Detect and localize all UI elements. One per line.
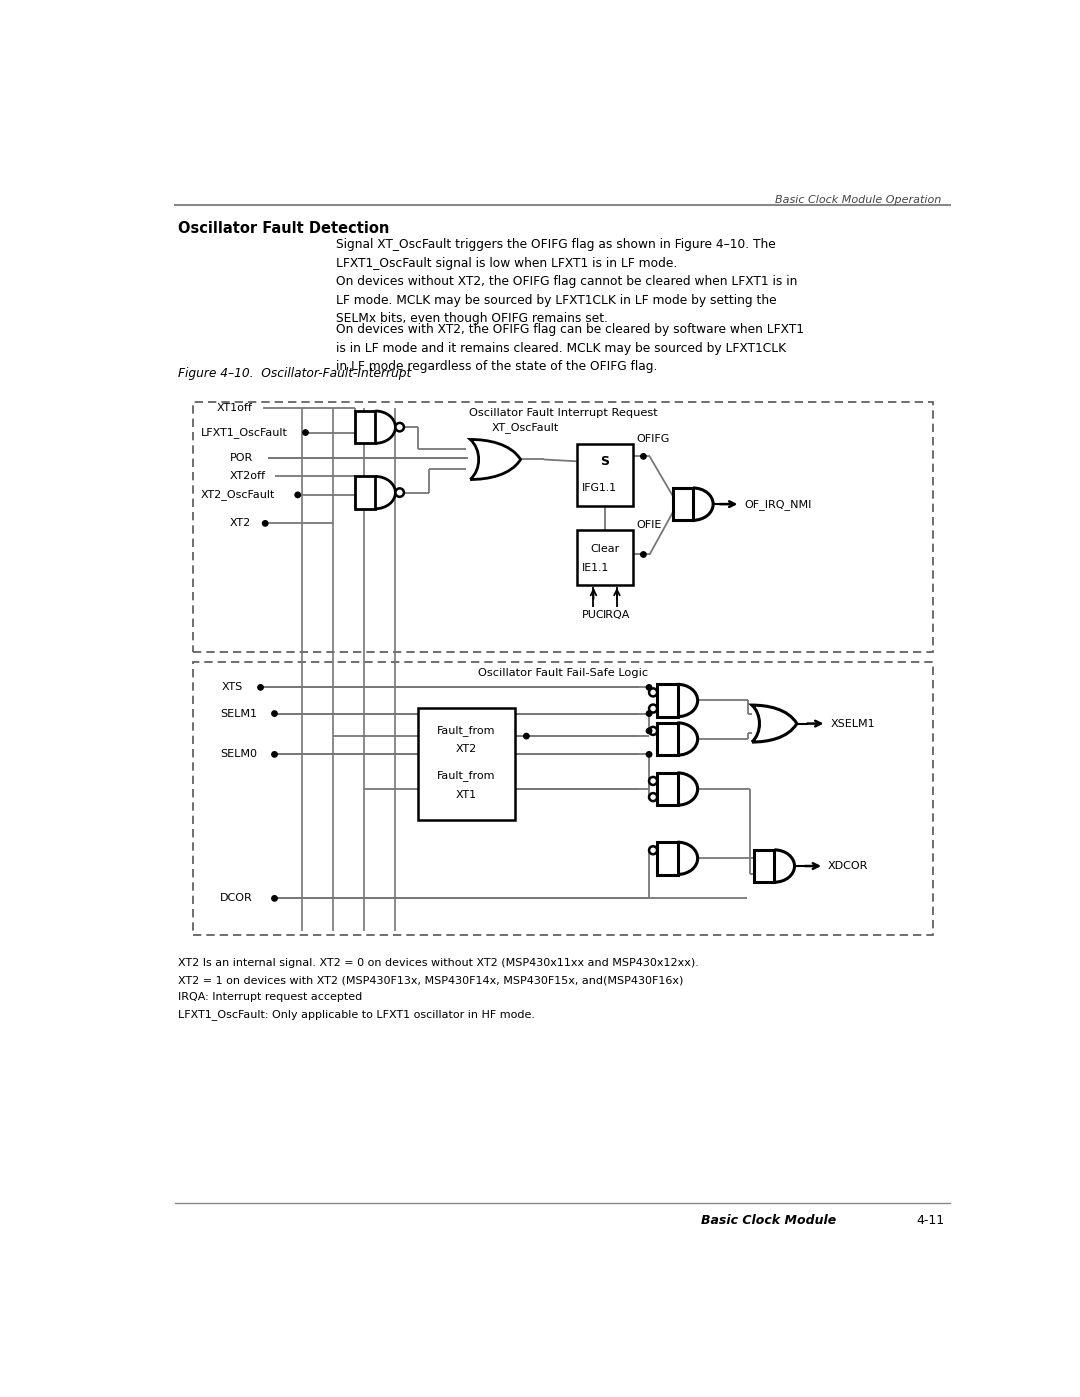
- Text: LFXT1_OscFault: LFXT1_OscFault: [201, 427, 287, 439]
- Text: OF_IRQ_NMI: OF_IRQ_NMI: [744, 499, 811, 510]
- Text: IFG1.1: IFG1.1: [581, 483, 617, 493]
- Circle shape: [649, 793, 657, 800]
- Circle shape: [649, 777, 657, 785]
- Bar: [577, 444, 633, 506]
- Circle shape: [262, 521, 268, 527]
- Text: Basic Clock Module: Basic Clock Module: [701, 1214, 836, 1227]
- Text: XT1: XT1: [456, 791, 477, 800]
- Circle shape: [302, 430, 308, 436]
- Text: Oscillator Fault Detection: Oscillator Fault Detection: [177, 221, 389, 236]
- Text: XDCOR: XDCOR: [828, 861, 868, 872]
- Text: POR: POR: [230, 453, 253, 462]
- Circle shape: [649, 847, 657, 854]
- Text: XT2 Is an internal signal. XT2 = 0 on devices without XT2 (MSP430x11xx and MSP43: XT2 Is an internal signal. XT2 = 0 on de…: [177, 958, 699, 968]
- Text: SELM0: SELM0: [220, 749, 257, 760]
- Circle shape: [640, 454, 646, 460]
- Text: On devices with XT2, the OFIFG flag can be cleared by software when LFXT1
is in : On devices with XT2, the OFIFG flag can …: [337, 323, 805, 373]
- Text: OFIE: OFIE: [636, 520, 662, 529]
- PathPatch shape: [658, 685, 677, 717]
- Text: OFIFG: OFIFG: [636, 434, 670, 444]
- Bar: [418, 708, 515, 820]
- PathPatch shape: [470, 440, 521, 479]
- PathPatch shape: [754, 849, 774, 882]
- Text: XSELM1: XSELM1: [831, 718, 875, 729]
- Text: Signal XT_OscFault triggers the OFIFG flag as shown in Figure 4–10. The
LFXT1_Os: Signal XT_OscFault triggers the OFIFG fl…: [337, 239, 777, 270]
- Text: XT2: XT2: [456, 745, 477, 754]
- Circle shape: [640, 552, 646, 557]
- Text: S: S: [600, 455, 609, 468]
- Text: XT2 = 1 on devices with XT2 (MSP430F13x, MSP430F14x, MSP430F15x, and(MSP430F16x): XT2 = 1 on devices with XT2 (MSP430F13x,…: [177, 975, 683, 985]
- Text: XT2off: XT2off: [230, 471, 266, 481]
- Circle shape: [646, 685, 651, 690]
- Text: 4-11: 4-11: [917, 1214, 945, 1227]
- Circle shape: [272, 895, 278, 901]
- Text: Figure 4–10.  Oscillator-Fault-Interrupt: Figure 4–10. Oscillator-Fault-Interrupt: [177, 367, 410, 380]
- PathPatch shape: [355, 411, 375, 443]
- Circle shape: [649, 704, 657, 712]
- Text: Fault_from: Fault_from: [437, 725, 496, 736]
- Text: Clear: Clear: [590, 543, 619, 555]
- Circle shape: [649, 689, 657, 696]
- Text: XT1off: XT1off: [216, 402, 253, 414]
- PathPatch shape: [673, 488, 693, 520]
- Circle shape: [646, 752, 651, 757]
- Text: Oscillator Fault Interrupt Request: Oscillator Fault Interrupt Request: [469, 408, 658, 418]
- Text: Oscillator Fault Fail-Safe Logic: Oscillator Fault Fail-Safe Logic: [478, 668, 648, 678]
- PathPatch shape: [658, 722, 677, 756]
- Text: On devices without XT2, the OFIFG flag cannot be cleared when LFXT1 is in
LF mod: On devices without XT2, the OFIFG flag c…: [337, 275, 798, 326]
- Text: Basic Clock Module Operation: Basic Clock Module Operation: [774, 194, 941, 204]
- Circle shape: [272, 711, 278, 717]
- Text: IE1.1: IE1.1: [581, 563, 609, 573]
- PathPatch shape: [658, 842, 677, 875]
- Bar: [577, 529, 633, 585]
- PathPatch shape: [752, 705, 797, 742]
- Text: LFXT1_OscFault: Only applicable to LFXT1 oscillator in HF mode.: LFXT1_OscFault: Only applicable to LFXT1…: [177, 1009, 535, 1020]
- Circle shape: [272, 752, 278, 757]
- Circle shape: [646, 728, 651, 733]
- Circle shape: [524, 733, 529, 739]
- Text: IRQA: IRQA: [604, 610, 631, 620]
- Circle shape: [258, 685, 264, 690]
- Circle shape: [295, 492, 300, 497]
- PathPatch shape: [355, 476, 375, 509]
- Text: PUC: PUC: [582, 610, 605, 620]
- Circle shape: [649, 726, 657, 735]
- Text: Fault_from: Fault_from: [437, 770, 496, 781]
- Circle shape: [395, 489, 404, 497]
- PathPatch shape: [658, 773, 677, 805]
- Circle shape: [646, 711, 651, 717]
- Text: SELM1: SELM1: [220, 708, 257, 718]
- Text: IRQA: Interrupt request accepted: IRQA: Interrupt request accepted: [177, 992, 362, 1002]
- Text: XT2_OscFault: XT2_OscFault: [201, 489, 275, 500]
- Text: DCOR: DCOR: [220, 893, 253, 904]
- Text: XT_OscFault: XT_OscFault: [491, 422, 558, 433]
- Text: XT2: XT2: [230, 518, 251, 528]
- Circle shape: [395, 423, 404, 432]
- Text: XTS: XTS: [221, 682, 243, 693]
